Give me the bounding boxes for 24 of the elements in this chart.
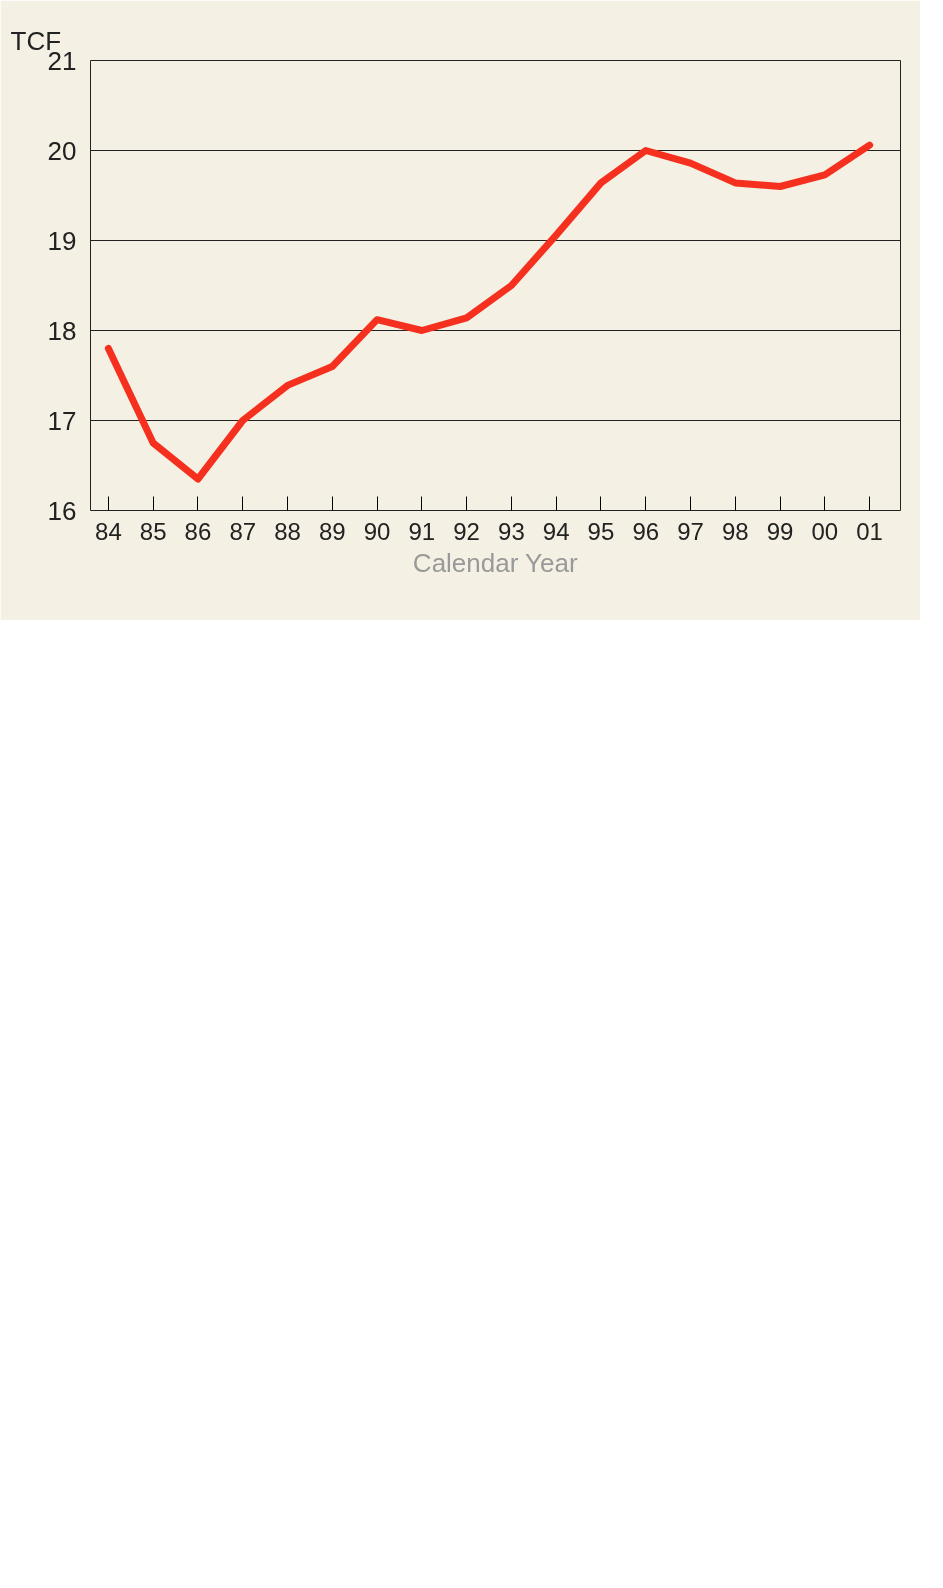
x-tick-label: 00 — [811, 517, 839, 545]
x-tick-label: 90 — [363, 517, 391, 545]
x-axis-title: Calendar Year — [412, 547, 579, 578]
x-tick-label: 84 — [95, 517, 122, 545]
x-tick-label: 91 — [408, 517, 436, 545]
y-tick-label: 20 — [47, 135, 77, 166]
x-tick-label: 97 — [677, 517, 704, 545]
x-tick-label: 89 — [318, 517, 346, 545]
y-tick-label: 19 — [47, 225, 77, 256]
x-tick-label: 87 — [229, 517, 257, 545]
x-tick-label: 01 — [856, 517, 883, 545]
x-tick-label: 93 — [498, 517, 525, 545]
x-tick-label: 85 — [139, 517, 167, 545]
y-tick-label: 17 — [47, 405, 77, 436]
x-tick-label: 96 — [632, 517, 660, 545]
x-tick-label: 94 — [542, 517, 570, 545]
y-tick-label: 18 — [47, 315, 77, 346]
x-tick-label: 88 — [274, 517, 301, 545]
x-tick-label: 92 — [453, 517, 480, 545]
x-tick-label: 86 — [184, 517, 212, 545]
x-tick-label: 98 — [721, 517, 749, 545]
x-tick-label: 95 — [587, 517, 615, 545]
x-tick-label: 99 — [766, 517, 794, 545]
y-tick-label: 16 — [47, 495, 77, 526]
